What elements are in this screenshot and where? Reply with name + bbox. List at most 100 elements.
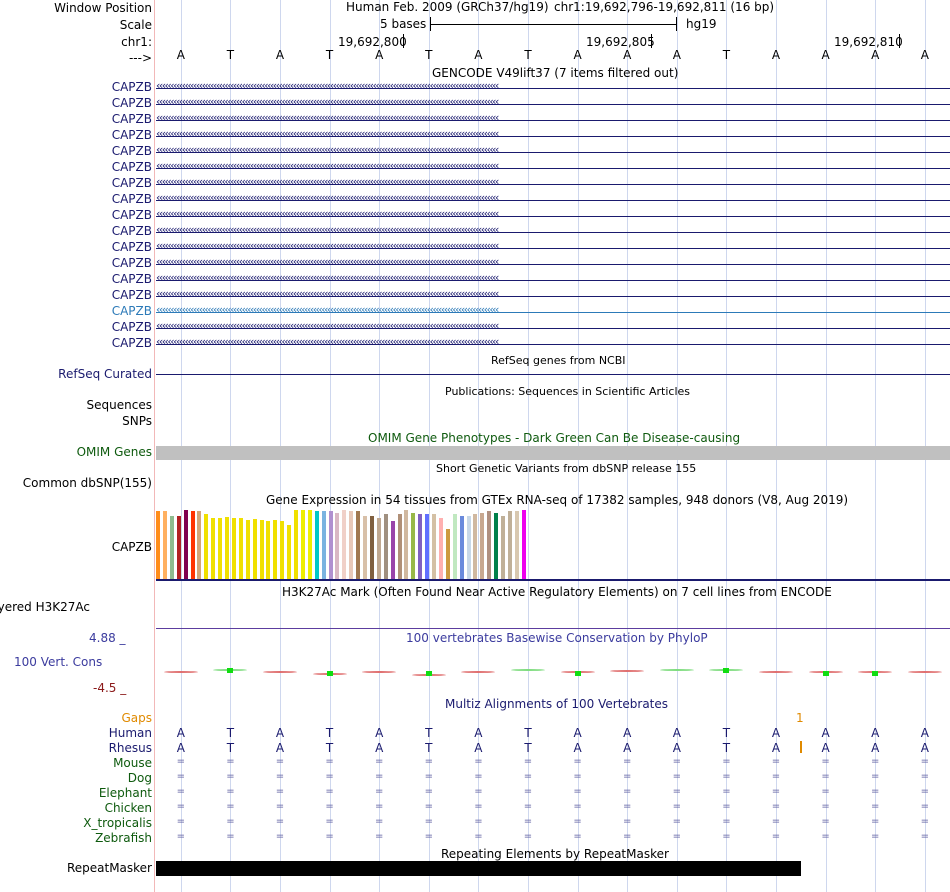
gtex-tissue-bar[interactable] [190,511,195,579]
gtex-tissue-bar[interactable] [342,510,347,579]
gtex-tissue-bar[interactable] [487,511,492,579]
gtex-tissue-bar[interactable] [218,518,223,579]
gtex-tissue-bar[interactable] [452,514,457,579]
multiz-track-title[interactable]: Multiz Alignments of 100 Vertebrates [445,697,669,711]
species-label[interactable]: Dog [127,771,152,785]
gencode-gene-label[interactable]: CAPZB [111,96,152,110]
gencode-transcript[interactable]: ‹‹‹‹‹‹‹‹‹‹‹‹‹‹‹‹‹‹‹‹‹‹‹‹‹‹‹‹‹‹‹‹‹‹‹‹‹‹‹‹… [156,95,950,109]
gtex-tissue-bar[interactable] [432,514,436,579]
gtex-tissue-bar[interactable] [162,511,167,579]
gencode-gene-label[interactable]: CAPZB [111,256,152,270]
gtex-tissue-bar[interactable] [231,518,236,579]
phylop-plot[interactable] [156,650,950,690]
gencode-transcript[interactable]: ‹‹‹‹‹‹‹‹‹‹‹‹‹‹‹‹‹‹‹‹‹‹‹‹‹‹‹‹‹‹‹‹‹‹‹‹‹‹‹‹… [156,303,950,317]
gtex-tissue-bar[interactable] [245,520,250,579]
gencode-gene-label[interactable]: CAPZB [111,144,152,158]
omim-track-label[interactable]: OMIM Genes [76,445,152,459]
gencode-transcript[interactable]: ‹‹‹‹‹‹‹‹‹‹‹‹‹‹‹‹‹‹‹‹‹‹‹‹‹‹‹‹‹‹‹‹‹‹‹‹‹‹‹‹… [156,287,950,301]
gtex-tissue-bar[interactable] [335,513,340,579]
gtex-tissue-bar[interactable] [390,521,395,579]
phylop-score-mark[interactable] [362,671,397,673]
gencode-gene-label[interactable]: CAPZB [111,224,152,238]
omim-gene-bar[interactable] [156,446,950,460]
gencode-gene-label[interactable]: CAPZB [111,160,152,174]
dbsnp-track-label[interactable]: Common dbSNP(155) [22,476,152,490]
gtex-tissue-bar[interactable] [300,510,305,579]
gencode-transcript[interactable]: ‹‹‹‹‹‹‹‹‹‹‹‹‹‹‹‹‹‹‹‹‹‹‹‹‹‹‹‹‹‹‹‹‹‹‹‹‹‹‹‹… [156,143,950,157]
gencode-transcript[interactable]: ‹‹‹‹‹‹‹‹‹‹‹‹‹‹‹‹‹‹‹‹‹‹‹‹‹‹‹‹‹‹‹‹‹‹‹‹‹‹‹‹… [156,79,950,93]
gtex-tissue-bar[interactable] [266,521,271,579]
gtex-tissue-bar[interactable] [445,529,450,579]
species-label[interactable]: Elephant [98,786,152,800]
gtex-tissue-bar[interactable] [321,511,326,579]
gencode-transcript[interactable]: ‹‹‹‹‹‹‹‹‹‹‹‹‹‹‹‹‹‹‹‹‹‹‹‹‹‹‹‹‹‹‹‹‹‹‹‹‹‹‹‹… [156,255,950,269]
gtex-tissue-bar[interactable] [383,514,388,579]
gtex-track-label[interactable]: CAPZB [111,540,152,554]
gtex-tissue-bar[interactable] [514,511,519,579]
phylop-score-mark[interactable] [461,671,496,673]
gtex-tissue-bar[interactable] [328,511,333,579]
phylop-track-title[interactable]: 100 vertebrates Basewise Conservation by… [406,631,708,645]
gencode-gene-label[interactable]: CAPZB [111,240,152,254]
publications-sequences-label[interactable]: Sequences [86,398,152,412]
repeatmasker-track-label[interactable]: RepeatMasker [66,861,152,875]
gencode-gene-label[interactable]: CAPZB [111,320,152,334]
gencode-gene-label[interactable]: CAPZB [111,176,152,190]
species-label[interactable]: Mouse [113,756,152,770]
gtex-tissue-bar[interactable] [480,513,485,579]
species-label[interactable]: Chicken [104,801,152,815]
phylop-score-mark[interactable] [610,670,645,672]
refseq-track-title[interactable]: RefSeq genes from NCBI [491,354,626,367]
gtex-tissue-bar[interactable] [356,511,361,579]
phylop-score-mark[interactable] [907,671,942,673]
gtex-tissue-bar[interactable] [280,521,285,579]
gtex-tissue-bar[interactable] [438,518,443,579]
h3k27ac-track-label[interactable]: Layered H3K27Ac [0,600,90,614]
gencode-gene-label[interactable]: CAPZB [111,304,152,318]
publications-track-title[interactable]: Publications: Sequences in Scientific Ar… [445,385,690,398]
species-label[interactable]: Zebrafish [95,831,152,845]
gtex-tissue-bar[interactable] [273,520,278,579]
gtex-tissue-bar[interactable] [363,516,367,579]
species-label[interactable]: X_tropicalis [83,816,152,830]
gtex-tissue-bar[interactable] [466,516,471,579]
gencode-track-title[interactable]: GENCODE V49lift37 (7 items filtered out) [432,66,679,80]
gencode-transcript[interactable]: ‹‹‹‹‹‹‹‹‹‹‹‹‹‹‹‹‹‹‹‹‹‹‹‹‹‹‹‹‹‹‹‹‹‹‹‹‹‹‹‹… [156,191,950,205]
gencode-gene-label[interactable]: CAPZB [111,192,152,206]
gencode-transcript[interactable]: ‹‹‹‹‹‹‹‹‹‹‹‹‹‹‹‹‹‹‹‹‹‹‹‹‹‹‹‹‹‹‹‹‹‹‹‹‹‹‹‹… [156,335,950,349]
repeatmasker-element[interactable] [156,861,801,876]
gtex-tissue-bar[interactable] [238,518,243,579]
gencode-transcript[interactable]: ‹‹‹‹‹‹‹‹‹‹‹‹‹‹‹‹‹‹‹‹‹‹‹‹‹‹‹‹‹‹‹‹‹‹‹‹‹‹‹‹… [156,127,950,141]
gtex-tissue-bar[interactable] [369,516,374,579]
gtex-tissue-bar[interactable] [397,514,402,579]
phylop-score-mark[interactable] [511,669,545,671]
gtex-tissue-bar[interactable] [473,514,478,579]
gtex-tissue-bar[interactable] [521,510,526,579]
gtex-tissue-bar[interactable] [259,520,264,579]
phylop-score-mark[interactable] [759,671,793,673]
gtex-tissue-bar[interactable] [183,510,188,579]
gencode-transcript[interactable]: ‹‹‹‹‹‹‹‹‹‹‹‹‹‹‹‹‹‹‹‹‹‹‹‹‹‹‹‹‹‹‹‹‹‹‹‹‹‹‹‹… [156,319,950,333]
gencode-transcript[interactable]: ‹‹‹‹‹‹‹‹‹‹‹‹‹‹‹‹‹‹‹‹‹‹‹‹‹‹‹‹‹‹‹‹‹‹‹‹‹‹‹‹… [156,111,950,125]
species-label[interactable]: Human [108,726,152,740]
gencode-transcript[interactable]: ‹‹‹‹‹‹‹‹‹‹‹‹‹‹‹‹‹‹‹‹‹‹‹‹‹‹‹‹‹‹‹‹‹‹‹‹‹‹‹‹… [156,239,950,253]
species-label[interactable]: Rhesus [108,741,152,755]
gencode-transcript[interactable]: ‹‹‹‹‹‹‹‹‹‹‹‹‹‹‹‹‹‹‹‹‹‹‹‹‹‹‹‹‹‹‹‹‹‹‹‹‹‹‹‹… [156,271,950,285]
gtex-tissue-bar[interactable] [252,519,257,579]
gtex-tissue-bar[interactable] [314,511,319,579]
gencode-transcript[interactable]: ‹‹‹‹‹‹‹‹‹‹‹‹‹‹‹‹‹‹‹‹‹‹‹‹‹‹‹‹‹‹‹‹‹‹‹‹‹‹‹‹… [156,223,950,237]
gtex-tissue-bar[interactable] [507,511,512,579]
gencode-gene-label[interactable]: CAPZB [111,112,152,126]
gtex-tissue-bar[interactable] [307,510,312,579]
gtex-bar-chart[interactable] [156,509,950,579]
gtex-tissue-bar[interactable] [376,518,381,579]
gtex-tissue-bar[interactable] [349,511,354,579]
omim-track-title[interactable]: OMIM Gene Phenotypes - Dark Green Can Be… [368,431,741,445]
publications-snps-label[interactable]: SNPs [122,414,152,428]
gtex-tissue-bar[interactable] [411,513,416,579]
gencode-gene-label[interactable]: CAPZB [111,128,152,142]
gencode-transcript[interactable]: ‹‹‹‹‹‹‹‹‹‹‹‹‹‹‹‹‹‹‹‹‹‹‹‹‹‹‹‹‹‹‹‹‹‹‹‹‹‹‹‹… [156,159,950,173]
gtex-tissue-bar[interactable] [425,514,430,579]
gtex-tissue-bar[interactable] [204,514,209,579]
gtex-tissue-bar[interactable] [404,510,409,579]
